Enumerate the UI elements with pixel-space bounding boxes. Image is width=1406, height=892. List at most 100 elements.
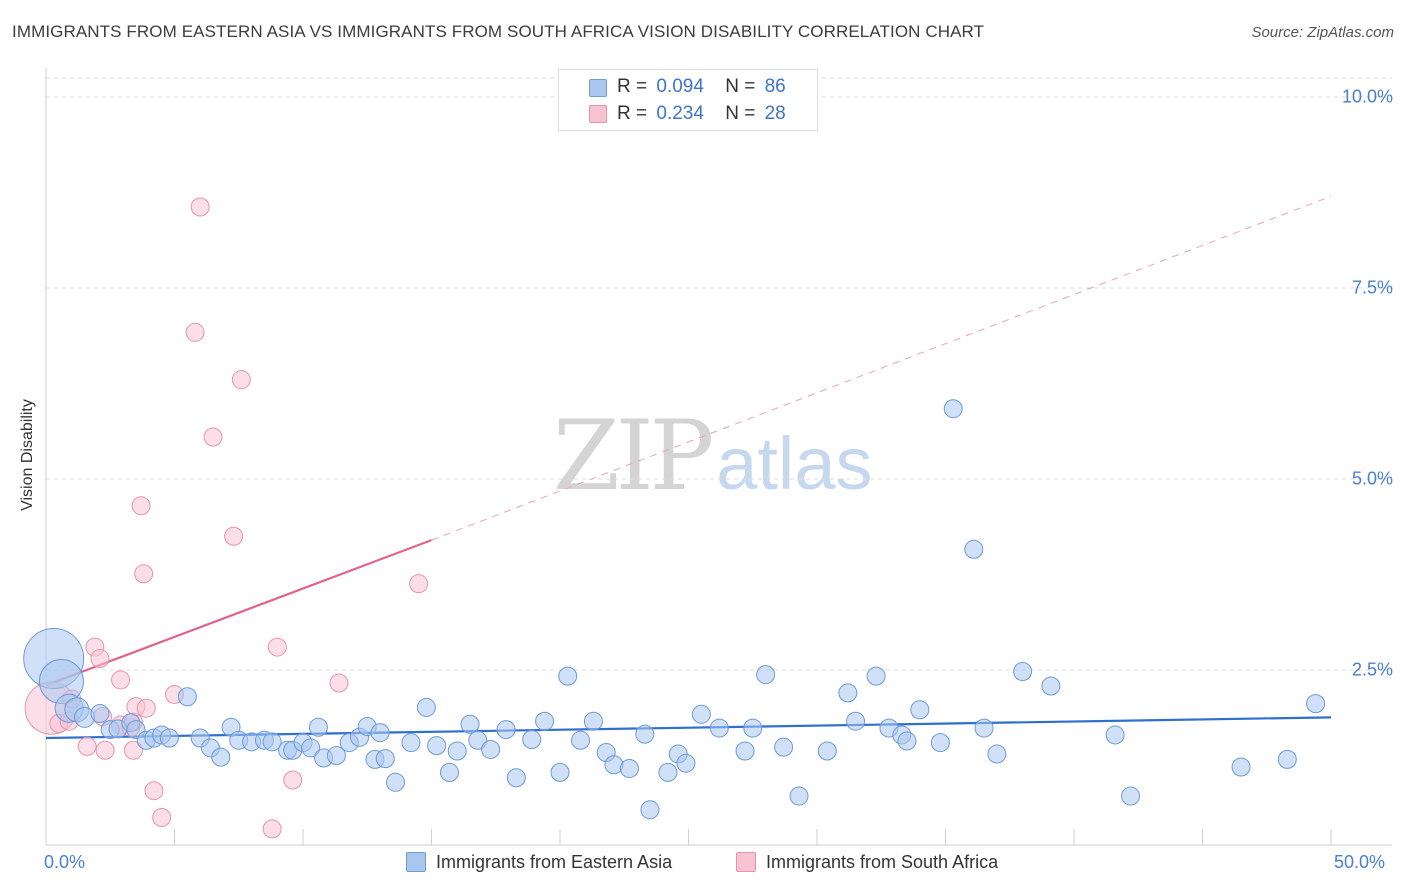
y-axis-label: Vision Disability (19, 399, 36, 511)
point-south-africa (144, 781, 164, 801)
point-eastern-asia (910, 700, 930, 720)
point-eastern-asia (838, 683, 858, 703)
legend-r-value: 0.094 (656, 76, 704, 97)
point-south-africa (123, 740, 143, 760)
y-tick-label-5: 5.0% (1351, 468, 1393, 489)
point-eastern-asia (866, 666, 886, 686)
y-tick-label-10: 10.0% (1341, 86, 1393, 107)
point-south-africa (329, 673, 349, 693)
point-eastern-asia (439, 762, 459, 782)
bottom-legend-label-south-africa: Immigrants from South Africa (766, 852, 999, 872)
stats-legend: R = 0.094 N = 86 R = 0.234 N = 28 (558, 69, 818, 131)
point-south-africa (131, 496, 151, 516)
point-eastern-asia (326, 746, 346, 766)
point-eastern-asia (262, 732, 282, 752)
point-south-africa (190, 197, 210, 217)
chart-title: IMMIGRANTS FROM EASTERN ASIA VS IMMIGRAN… (12, 22, 985, 41)
point-south-africa (90, 649, 110, 669)
point-south-africa (134, 564, 154, 584)
point-eastern-asia (676, 753, 696, 773)
point-eastern-asia (386, 772, 406, 792)
point-eastern-asia (535, 711, 555, 731)
point-eastern-asia (1231, 757, 1251, 777)
point-south-africa (409, 574, 429, 594)
point-eastern-asia (571, 730, 591, 750)
point-eastern-asia (460, 714, 480, 734)
point-south-africa (95, 740, 115, 760)
point-eastern-asia (370, 723, 390, 743)
point-eastern-asia (301, 738, 321, 758)
point-eastern-asia (943, 399, 963, 419)
point-eastern-asia (558, 666, 578, 686)
point-eastern-asia (506, 768, 526, 788)
point-eastern-asia (1306, 694, 1326, 714)
point-eastern-asia (375, 749, 395, 769)
point-eastern-asia (159, 728, 179, 748)
point-eastern-asia (619, 759, 639, 779)
point-eastern-asia (1121, 786, 1141, 806)
point-eastern-asia (1105, 725, 1125, 745)
legend-n-label: N = (725, 103, 756, 124)
watermark: ZIPatlas (553, 400, 873, 512)
point-eastern-asia (496, 720, 516, 740)
point-eastern-asia (90, 704, 110, 724)
point-eastern-asia (756, 665, 776, 685)
point-south-africa (111, 670, 131, 690)
point-eastern-asia (774, 737, 794, 757)
point-eastern-asia (427, 736, 447, 756)
y-tick-label-7-5: 7.5% (1351, 277, 1393, 298)
point-south-africa (231, 370, 251, 390)
watermark-atlas: atlas (716, 422, 873, 505)
point-eastern-asia (550, 762, 570, 782)
point-eastern-asia (1041, 676, 1061, 696)
legend-r-value: 0.234 (656, 103, 704, 124)
point-eastern-asia (1013, 662, 1033, 682)
point-eastern-asia (177, 687, 197, 707)
point-eastern-asia (401, 733, 421, 753)
point-eastern-asia (691, 704, 711, 724)
point-eastern-asia (416, 697, 436, 717)
source-credit: Source: ZipAtlas.com (1251, 24, 1394, 41)
x-tick-label-max: 50.0% (1334, 852, 1386, 872)
bottom-legend-label-eastern-asia: Immigrants from Eastern Asia (436, 852, 673, 872)
point-eastern-asia (635, 724, 655, 744)
point-eastern-asia (930, 733, 950, 753)
legend-r-label: R = (617, 103, 648, 124)
trend-extension-south-africa (431, 195, 1332, 541)
point-eastern-asia (522, 730, 542, 750)
bottom-legend-swatch-south-africa (736, 852, 756, 872)
point-eastern-asia (743, 718, 763, 738)
bottom-legend-swatch-eastern-asia (406, 852, 426, 872)
point-south-africa (77, 736, 97, 756)
point-south-africa (203, 427, 223, 447)
point-eastern-asia (789, 786, 809, 806)
bottom-legend-south-africa: Immigrants from South Africa (736, 852, 998, 873)
point-south-africa (267, 637, 287, 657)
point-south-africa (262, 819, 282, 839)
point-south-africa (283, 770, 303, 790)
legend-n-value: 28 (764, 103, 786, 124)
point-eastern-asia (308, 717, 328, 737)
legend-swatch-eastern-asia (589, 79, 607, 97)
point-eastern-asia (447, 741, 467, 761)
watermark-zip: ZIP (553, 400, 714, 512)
legend-row-eastern-asia: R = 0.094 N = 86 (617, 76, 786, 98)
point-south-africa (136, 698, 156, 718)
point-eastern-asia (817, 741, 837, 761)
point-eastern-asia (481, 739, 501, 759)
point-eastern-asia (1277, 749, 1297, 769)
point-eastern-asia (897, 731, 917, 751)
legend-n-value: 86 (764, 76, 786, 97)
y-tick-label-2-5: 2.5% (1351, 659, 1393, 680)
point-eastern-asia (974, 718, 994, 738)
legend-r-label: R = (617, 76, 648, 97)
points-eastern-asia (23, 399, 1326, 820)
point-eastern-asia (709, 718, 729, 738)
point-south-africa (152, 807, 172, 827)
point-eastern-asia (468, 730, 488, 750)
point-eastern-asia (658, 762, 678, 782)
point-eastern-asia (846, 711, 866, 731)
legend-row-south-africa: R = 0.234 N = 28 (617, 103, 786, 125)
point-south-africa (224, 526, 244, 546)
